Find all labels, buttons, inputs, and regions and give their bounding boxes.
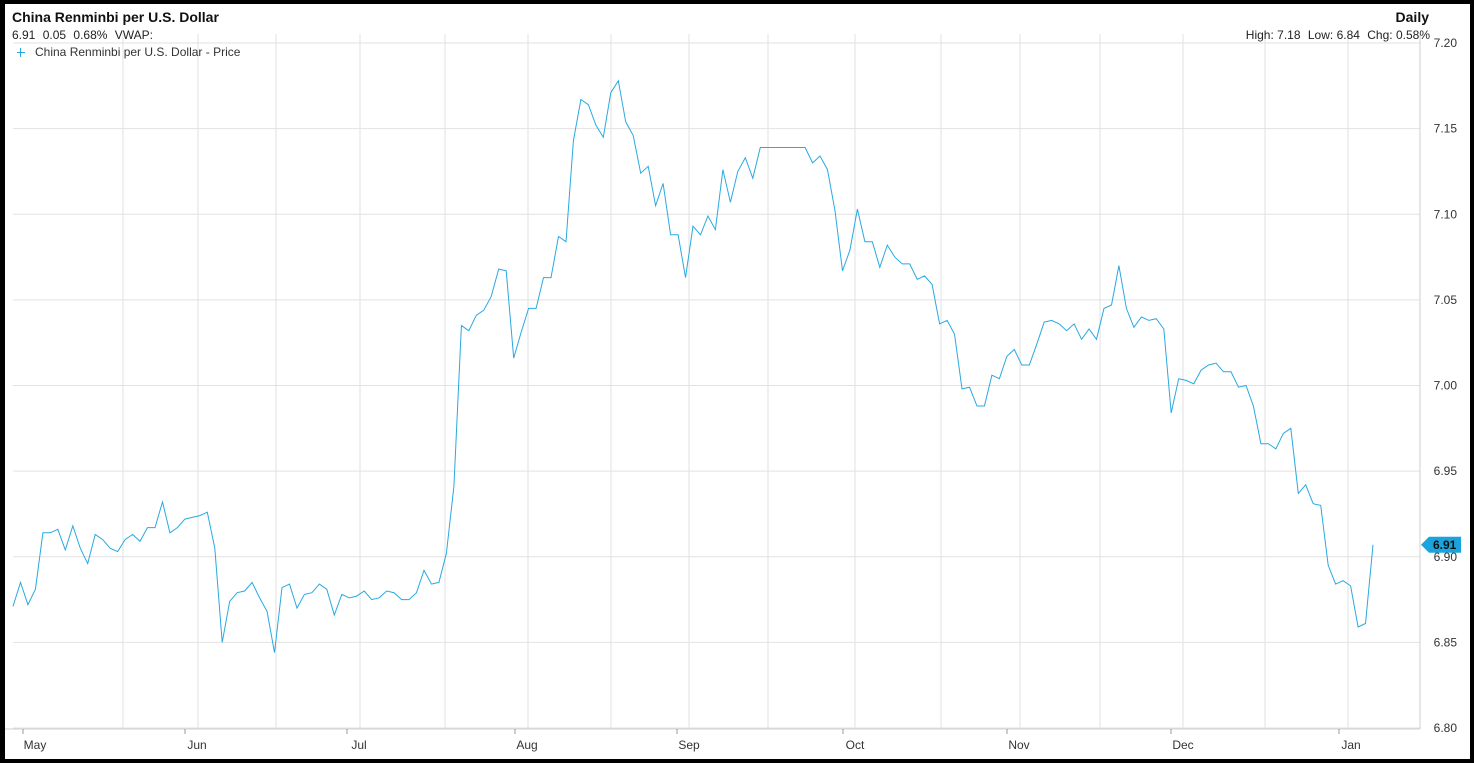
axis-ticks: 7.20 7.15 7.10 7.05 7.00 6.95 6.90 6.85 6.80 May J… bbox=[22, 36, 1458, 752]
last-price-badge-shape bbox=[1421, 536, 1461, 553]
y-tick-label: 7.00 bbox=[1434, 379, 1458, 393]
quote-stats: 6.91 0.05 0.68% VWAP: bbox=[12, 28, 153, 42]
y-tick-label: 6.95 bbox=[1434, 464, 1458, 478]
legend-series-name: China Renminbi per U.S. Dollar - Price bbox=[35, 45, 241, 59]
x-tick-label: Aug bbox=[516, 738, 537, 752]
legend-line-icon bbox=[17, 48, 25, 58]
last-price-badge: 6.91 bbox=[1421, 536, 1461, 553]
x-tick-label: Jun bbox=[187, 738, 206, 752]
y-tick-label: 7.05 bbox=[1434, 293, 1458, 307]
low-label: Low: bbox=[1307, 28, 1334, 42]
legend[interactable]: China Renminbi per U.S. Dollar - Price bbox=[17, 45, 240, 59]
x-tick-label: Sep bbox=[678, 738, 700, 752]
last-price-badge-label: 6.91 bbox=[1433, 538, 1457, 552]
high-label: High: bbox=[1245, 28, 1274, 42]
low-value: 6.84 bbox=[1336, 28, 1360, 42]
x-tick-label: Jan bbox=[1341, 738, 1360, 752]
grid bbox=[5, 34, 1421, 730]
y-tick-label: 6.90 bbox=[1434, 550, 1458, 564]
price-chart: 6.91 7.20 7.15 7.10 7.05 7.00 6.95 6.90 6.85 6.8… bbox=[5, 34, 1461, 752]
x-tick-label: Nov bbox=[1008, 738, 1029, 752]
price-line-series[interactable] bbox=[12, 79, 1374, 653]
chart-title: China Renminbi per U.S. Dollar bbox=[12, 9, 219, 25]
x-tick-label: Oct bbox=[846, 738, 865, 752]
chg-label: Chg: bbox=[1367, 28, 1393, 42]
last-price: 6.91 bbox=[12, 28, 36, 42]
y-tick-label: 7.15 bbox=[1434, 122, 1458, 136]
x-tick-label: May bbox=[24, 738, 47, 752]
chg-value: 0.58% bbox=[1395, 28, 1430, 42]
price-change-percent: 0.68% bbox=[73, 28, 108, 42]
price-change: 0.05 bbox=[42, 28, 67, 42]
x-tick-label: Jul bbox=[351, 738, 366, 752]
high-low-change: High: 7.18 Low: 6.84 Chg: 0.58% bbox=[1246, 28, 1430, 42]
high-value: 7.18 bbox=[1277, 28, 1301, 42]
y-tick-label: 7.10 bbox=[1434, 207, 1458, 221]
y-tick-label: 6.85 bbox=[1434, 635, 1458, 649]
y-tick-label: 7.20 bbox=[1434, 36, 1458, 50]
x-tick-label: Dec bbox=[1172, 738, 1193, 752]
frequency-label[interactable]: Daily bbox=[1395, 9, 1429, 25]
vwap-label: VWAP: bbox=[114, 28, 154, 42]
y-tick-label: 6.80 bbox=[1434, 721, 1458, 735]
chart-frame: 6.91 7.20 7.15 7.10 7.05 7.00 6.95 6.90 6.85 6.8… bbox=[5, 4, 1470, 759]
